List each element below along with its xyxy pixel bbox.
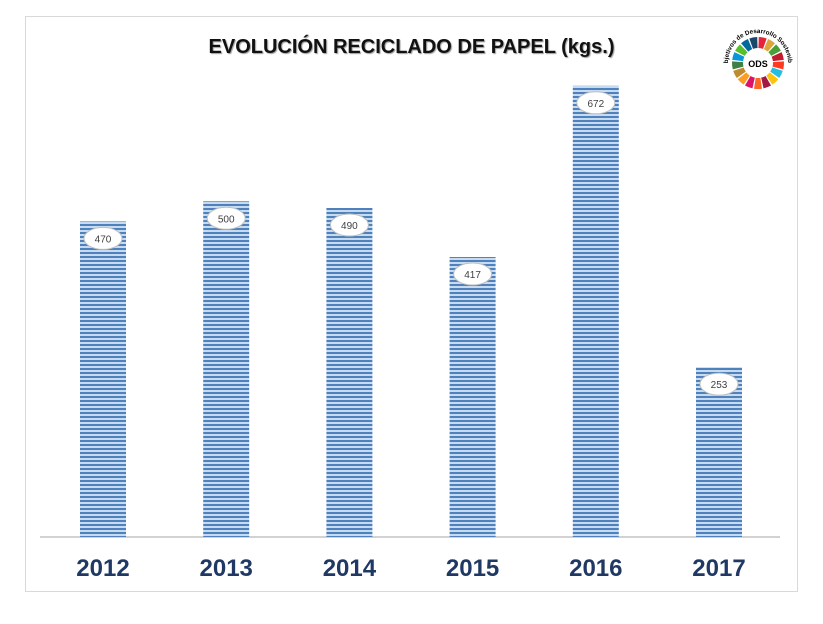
data-label-2017: 253 (711, 380, 728, 391)
bar-2014 (326, 208, 373, 537)
bar-2015 (449, 257, 496, 537)
sdg-wheel-segment (735, 44, 748, 56)
sdg-wheel-segment (744, 75, 755, 89)
sdg-wheel-segment (768, 44, 781, 56)
category-label-2014: 2014 (323, 555, 377, 582)
sdg-wheel-segment (749, 37, 758, 49)
data-label-2015: 417 (464, 270, 481, 281)
chart-title: EVOLUCIÓN RECICLADO DE PAPEL (kgs.) (208, 36, 615, 58)
sdg-wheel-segment (741, 39, 753, 52)
sdg-wheel-segment (732, 61, 744, 70)
sdg-wheel-segment (737, 72, 750, 85)
sdg-wheel-segment (753, 77, 763, 89)
bar-2013 (203, 201, 250, 538)
sdg-wheel-segment (732, 52, 745, 62)
sdg-wheel-segment (770, 67, 783, 79)
data-label-bubble-2015 (453, 262, 493, 286)
data-label-bubble-2017 (699, 372, 739, 396)
data-label-bubble-2013 (206, 206, 246, 230)
sdg-wheel-segment (761, 75, 772, 89)
category-label-2015: 2015 (446, 555, 499, 582)
category-label-2012: 2012 (76, 555, 129, 582)
bar-2012 (80, 221, 126, 537)
data-label-2013: 500 (218, 214, 235, 225)
logo-center-text: ODS (748, 59, 768, 69)
category-label-2017: 2017 (692, 555, 745, 582)
sdg-wheel-segment (733, 67, 746, 79)
data-label-2014: 490 (341, 221, 358, 232)
sdg-wheel-segment (766, 72, 779, 85)
bar-2016 (572, 85, 619, 538)
sdg-wheel-segment (772, 61, 784, 70)
data-label-2016: 672 (587, 99, 604, 110)
category-label-2016: 2016 (569, 555, 622, 582)
data-label-bubble-2012 (83, 226, 123, 250)
sdg-wheel-segment (763, 39, 775, 52)
data-label-2012: 470 (95, 234, 112, 245)
sdg-wheel-segment (771, 52, 784, 62)
sdg-wheel-icon: ODS Objetivos de Desarrollo Sostenible (716, 16, 798, 101)
chart-frame (25, 16, 798, 592)
category-label-2013: 2013 (200, 555, 253, 582)
sdg-wheel-segment (758, 37, 767, 49)
data-label-bubble-2014 (329, 213, 369, 237)
data-label-bubble-2016 (576, 91, 616, 115)
